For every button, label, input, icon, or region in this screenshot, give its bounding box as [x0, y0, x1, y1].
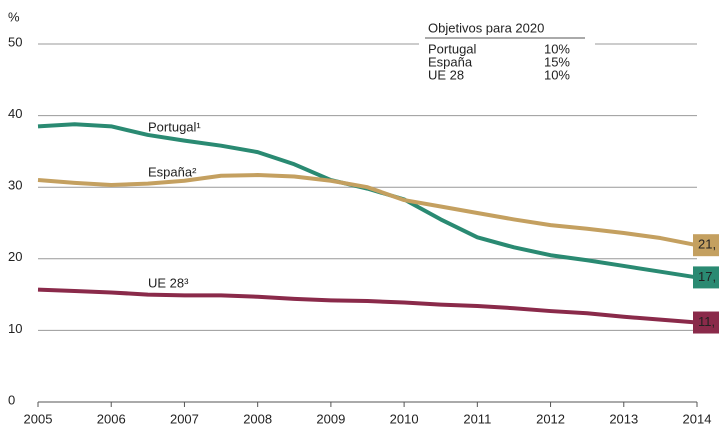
y-tick-label: 20 [8, 249, 22, 264]
end-label: 21, [698, 237, 716, 252]
legend-target: 10% [544, 67, 570, 82]
series-label: España² [148, 164, 197, 179]
line [37, 173, 698, 248]
x-tick-label: 2005 [24, 411, 53, 426]
y-tick-label: 50 [8, 34, 22, 49]
series-label: Portugal¹ [148, 119, 201, 134]
x-tick-label: 2010 [390, 411, 419, 426]
legend-title: Objetivos para 2020 [428, 20, 544, 35]
end-label: 11, [698, 314, 715, 329]
end-label-box [693, 311, 719, 334]
x-tick-label: 2008 [243, 411, 272, 426]
legend-name: Portugal [428, 41, 477, 56]
x-tick-label: 2007 [170, 411, 199, 426]
x-tick-label: 2013 [609, 411, 638, 426]
end-label-box [693, 266, 719, 289]
end-label-box [693, 234, 719, 257]
series-label: UE 28³ [148, 275, 189, 290]
legend-name: España [428, 54, 473, 69]
x-tick-label: 2014 [683, 411, 712, 426]
y-axis-label: % [8, 9, 20, 24]
end-label: 17, [698, 269, 716, 284]
y-tick-label: 0 [8, 392, 15, 407]
line [37, 287, 698, 325]
legend-name: UE 28 [428, 67, 464, 82]
legend-target: 15% [544, 54, 570, 69]
x-tick-label: 2011 [463, 411, 491, 426]
y-tick-label: 10 [8, 321, 22, 336]
x-tick-label: 2012 [536, 411, 565, 426]
legend-bg [419, 18, 595, 90]
x-tick-label: 2009 [316, 411, 345, 426]
legend-target: 10% [544, 41, 570, 56]
x-tick-label: 2006 [97, 411, 126, 426]
line [37, 122, 698, 280]
y-tick-label: 40 [8, 106, 22, 121]
y-tick-label: 30 [8, 178, 22, 193]
